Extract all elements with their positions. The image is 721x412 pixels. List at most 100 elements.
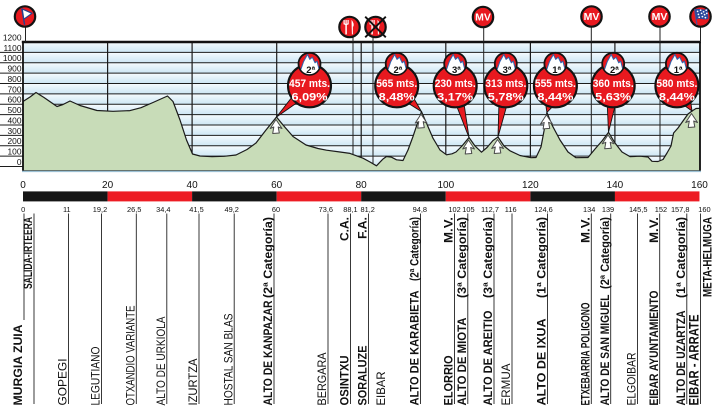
svg-text:565 mts.: 565 mts.	[376, 78, 417, 90]
svg-text:ELORRIO: ELORRIO	[442, 356, 456, 406]
svg-text:ALTO DE UZARTZA: ALTO DE UZARTZA	[674, 310, 688, 405]
svg-text:300: 300	[8, 126, 22, 136]
svg-text:80: 80	[356, 180, 368, 191]
svg-text:100: 100	[437, 180, 454, 191]
svg-text:457 mts.: 457 mts.	[289, 78, 330, 90]
svg-text:8,44%: 8,44%	[659, 92, 695, 104]
svg-text:41,5: 41,5	[189, 205, 203, 214]
svg-text:900: 900	[8, 64, 22, 74]
svg-text:2ª: 2ª	[306, 65, 315, 76]
svg-text:8,48%: 8,48%	[379, 92, 415, 104]
svg-text:1000: 1000	[3, 53, 22, 63]
svg-text:(3ª Categoría): (3ª Categoría)	[455, 217, 469, 298]
svg-text:0: 0	[20, 180, 26, 191]
svg-text:M.V.: M.V.	[442, 217, 456, 243]
svg-text:HOSTAL SAN BLAS: HOSTAL SAN BLAS	[221, 314, 235, 406]
svg-text:5,78%: 5,78%	[488, 92, 524, 104]
svg-text:49,2: 49,2	[225, 205, 239, 214]
svg-text:580 mts.: 580 mts.	[656, 78, 697, 90]
svg-text:ERMUA: ERMUA	[499, 364, 513, 406]
svg-text:700: 700	[8, 84, 22, 94]
svg-text:SALIDA-IRTEERA: SALIDA-IRTEERA	[21, 217, 35, 289]
svg-text:2ª: 2ª	[610, 65, 619, 76]
svg-text:60: 60	[272, 205, 280, 214]
svg-text:34,4: 34,4	[156, 205, 170, 214]
svg-text:230 mts.: 230 mts.	[435, 78, 476, 90]
svg-text:META-HELMUGA: META-HELMUGA	[701, 217, 715, 297]
svg-text:40: 40	[187, 180, 199, 191]
svg-text:ALTO DE IXUA: ALTO DE IXUA	[535, 318, 549, 405]
svg-text:3,17%: 3,17%	[437, 92, 473, 104]
svg-text:(2ª Categoría): (2ª Categoría)	[598, 217, 612, 289]
svg-text:1100: 1100	[3, 43, 21, 53]
svg-text:124,6: 124,6	[534, 205, 553, 214]
svg-text:94,8: 94,8	[413, 205, 427, 214]
svg-text:MV: MV	[475, 12, 491, 24]
svg-text:555 mts.: 555 mts.	[535, 78, 576, 90]
svg-text:88,1: 88,1	[343, 205, 357, 214]
svg-text:M.V.: M.V.	[579, 217, 593, 243]
svg-text:EIBAR AYUNTAMIENTO: EIBAR AYUNTAMIENTO	[647, 291, 661, 406]
svg-text:26,5: 26,5	[127, 205, 141, 214]
svg-text:1200: 1200	[3, 32, 22, 42]
svg-text:140: 140	[607, 180, 624, 191]
svg-text:BERGARA: BERGARA	[315, 353, 329, 406]
svg-text:C.A.: C.A.	[338, 217, 352, 241]
svg-text:6,09%: 6,09%	[292, 92, 328, 104]
svg-text:MV: MV	[584, 11, 600, 23]
svg-text:M.V.: M.V.	[647, 217, 661, 243]
svg-text:157,8: 157,8	[671, 205, 690, 214]
svg-text:ALTO DE KARABIETA: ALTO DE KARABIETA	[408, 290, 422, 405]
svg-text:GOPEGI: GOPEGI	[56, 359, 70, 406]
svg-text:ETXEBARRIA POLIGONO: ETXEBARRIA POLIGONO	[579, 303, 593, 406]
svg-text:160: 160	[698, 205, 710, 214]
svg-text:105: 105	[462, 205, 474, 214]
svg-text:600: 600	[8, 95, 22, 105]
svg-text:1ª: 1ª	[552, 65, 561, 76]
svg-text:81,2: 81,2	[361, 205, 375, 214]
svg-text:(2ª Categoría): (2ª Categoría)	[261, 217, 275, 298]
svg-text:ALTO DE SAN MIGUEL: ALTO DE SAN MIGUEL	[598, 295, 612, 406]
svg-text:152: 152	[655, 205, 667, 214]
svg-text:5,63%: 5,63%	[595, 92, 631, 104]
svg-text:313 mts.: 313 mts.	[485, 78, 526, 90]
svg-text:2ª: 2ª	[393, 65, 402, 76]
svg-text:ALTO DE KANPAZAR: ALTO DE KANPAZAR	[261, 300, 275, 405]
svg-text:0: 0	[17, 157, 22, 167]
svg-text:200: 200	[8, 136, 22, 146]
svg-text:8,44%: 8,44%	[537, 92, 573, 104]
svg-text:60: 60	[271, 180, 283, 191]
svg-text:LEGUTIANO: LEGUTIANO	[89, 347, 103, 406]
svg-text:MV: MV	[652, 11, 668, 23]
svg-text:360 mts.: 360 mts.	[593, 78, 634, 90]
svg-text:MURGIA ZUIA: MURGIA ZUIA	[11, 324, 25, 405]
svg-text:ALTO DE URKIOLA: ALTO DE URKIOLA	[154, 317, 168, 406]
svg-text:(1ª Categoría): (1ª Categoría)	[535, 217, 549, 298]
svg-text:(2ª Categoría): (2ª Categoría)	[408, 217, 422, 281]
svg-text:ALTO DE MIOTA: ALTO DE MIOTA	[455, 317, 469, 405]
svg-text:(3ª Categoría): (3ª Categoría)	[481, 217, 495, 298]
svg-text:112,7: 112,7	[481, 205, 499, 214]
svg-text:20: 20	[102, 180, 114, 191]
svg-text:ALTO DE AREITIO: ALTO DE AREITIO	[481, 311, 495, 406]
svg-text:73,6: 73,6	[319, 205, 333, 214]
svg-text:1ª: 1ª	[674, 65, 683, 76]
svg-text:EIBAR - ARRATE: EIBAR - ARRATE	[686, 315, 702, 406]
svg-text:OSINTXU: OSINTXU	[338, 356, 352, 406]
svg-text:145,5: 145,5	[629, 205, 648, 214]
svg-text:EIBAR: EIBAR	[374, 371, 388, 405]
svg-text:120: 120	[522, 180, 539, 191]
svg-text:OTXANDIO VARIANTE: OTXANDIO VARIANTE	[124, 306, 138, 406]
svg-text:3ª: 3ª	[452, 65, 461, 76]
svg-text:139: 139	[602, 205, 614, 214]
svg-text:800: 800	[8, 74, 22, 84]
svg-text:IZURTZA: IZURTZA	[186, 359, 200, 406]
svg-text:3ª: 3ª	[503, 65, 512, 76]
svg-text:SORALUZE: SORALUZE	[356, 346, 370, 406]
svg-text:134: 134	[583, 205, 595, 214]
svg-text:160: 160	[691, 180, 708, 191]
svg-text:400: 400	[8, 115, 22, 125]
svg-text:11: 11	[63, 205, 71, 214]
svg-text:19,2: 19,2	[93, 205, 107, 214]
svg-text:ELGOIBAR: ELGOIBAR	[625, 352, 639, 405]
